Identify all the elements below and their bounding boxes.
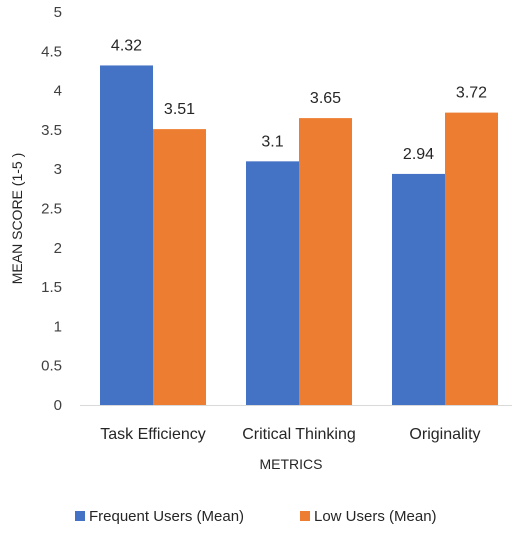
bar-frequent-0 bbox=[100, 65, 153, 405]
data-label: 2.94 bbox=[403, 146, 434, 163]
x-axis-title: METRICS bbox=[260, 456, 323, 472]
data-label: 4.32 bbox=[111, 37, 142, 54]
data-label: 3.51 bbox=[164, 101, 195, 118]
y-tick-label: 1 bbox=[54, 318, 62, 335]
data-label: 3.65 bbox=[310, 90, 341, 107]
y-tick-label: 3 bbox=[54, 161, 62, 178]
y-axis-title: MEAN SCORE (1-5 ) bbox=[9, 153, 25, 284]
y-tick-label: 1.5 bbox=[41, 279, 62, 296]
bar-low-2 bbox=[445, 112, 498, 405]
legend-swatch bbox=[300, 511, 310, 521]
data-label: 3.1 bbox=[261, 133, 283, 150]
y-tick-label: 4.5 bbox=[41, 43, 62, 60]
data-labels-group: 4.32 3.51 3.1 3.65 2.94 3.72 bbox=[111, 37, 487, 162]
data-label: 3.72 bbox=[456, 85, 487, 102]
y-tick-label: 0 bbox=[54, 397, 62, 414]
x-axis-categories: Task Efficiency Critical Thinking Original… bbox=[100, 426, 480, 443]
bar-low-1 bbox=[299, 118, 352, 406]
y-tick-label: 2.5 bbox=[41, 201, 62, 218]
legend-label: Low Users (Mean) bbox=[314, 508, 437, 525]
bar-frequent-1 bbox=[246, 161, 299, 405]
y-tick-label: 4 bbox=[54, 83, 62, 100]
x-category-label: Task Efficiency bbox=[100, 426, 206, 443]
bars-group bbox=[100, 65, 498, 406]
bar-low-0 bbox=[153, 129, 206, 405]
y-tick-label: 0.5 bbox=[41, 358, 62, 375]
legend-label: Frequent Users (Mean) bbox=[89, 508, 244, 525]
legend-swatch bbox=[75, 511, 85, 521]
bar-frequent-2 bbox=[392, 173, 445, 405]
x-category-label: Originality bbox=[409, 426, 480, 443]
y-tick-label: 5 bbox=[54, 4, 62, 21]
y-tick-label: 2 bbox=[54, 240, 62, 257]
x-category-label: Critical Thinking bbox=[242, 426, 356, 443]
y-tick-label: 3.5 bbox=[41, 122, 62, 139]
y-axis-ticks: 0 0.5 1 1.5 2 2.5 3 3.5 4 4.5 5 bbox=[41, 4, 62, 414]
legend: Frequent Users (Mean) Low Users (Mean) bbox=[75, 508, 437, 525]
